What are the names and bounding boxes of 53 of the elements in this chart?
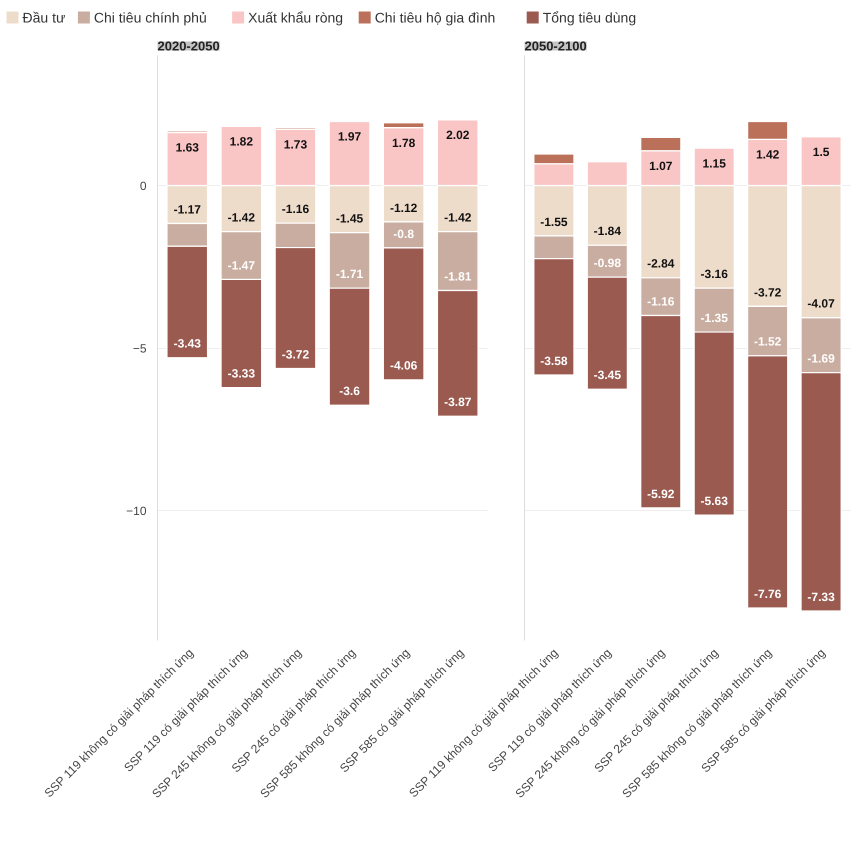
data-label: 1.97 (338, 130, 362, 144)
data-label: -3.6 (339, 384, 360, 398)
data-label: -1.12 (390, 200, 418, 215)
data-label: -1.69 (807, 352, 836, 366)
data-label: -1.71 (336, 267, 364, 282)
y-tick-label: −10 (126, 504, 147, 518)
legend-label: Chi tiêu hộ gia đình (374, 10, 496, 26)
data-label: -1.17 (174, 202, 202, 216)
data-label: -1.35 (700, 310, 728, 325)
data-label: -1.42 (444, 210, 472, 225)
data-label: -3.72 (754, 285, 782, 300)
data-label: -3.45 (594, 368, 622, 382)
data-label: 1.63 (176, 140, 200, 155)
data-label: -2.84 (647, 256, 675, 271)
data-label: -3.87 (444, 395, 472, 410)
data-label: -0.98 (594, 256, 622, 270)
data-label: -1.16 (282, 202, 310, 216)
data-label: -3.33 (228, 366, 256, 381)
data-label: -3.43 (174, 336, 202, 351)
data-label: 1.07 (649, 158, 673, 173)
legend-label: Đầu tư (22, 10, 66, 26)
data-label: -1.55 (540, 214, 568, 229)
data-label: -7.76 (754, 586, 782, 601)
chart-title: 2020-2050 (158, 38, 220, 54)
data-label: -1.42 (228, 210, 256, 225)
data-label: -1.45 (336, 212, 364, 226)
data-label: -1.16 (647, 294, 675, 308)
data-label: 1.82 (230, 134, 254, 148)
data-label: 2.02 (446, 128, 470, 142)
chart-title: 2050-2100 (524, 38, 587, 54)
data-label: -5.63 (700, 494, 728, 508)
data-label: -3.16 (700, 267, 728, 282)
data-label: -4.07 (807, 296, 836, 311)
legend-label: Xuất khẩu ròng (248, 10, 344, 26)
y-tick-label: 0 (140, 179, 147, 193)
data-label: 1.78 (392, 136, 416, 150)
data-label: 1.42 (756, 147, 780, 162)
data-label: -3.58 (540, 354, 568, 368)
data-label: -1.47 (228, 258, 256, 272)
data-label: 1.15 (702, 156, 726, 170)
data-label: -1.52 (754, 334, 782, 349)
data-label: -0.8 (393, 226, 414, 241)
data-label: -1.84 (594, 224, 622, 238)
data-label: 1.73 (284, 137, 308, 152)
data-label: -4.06 (390, 358, 418, 373)
data-label: -5.92 (647, 486, 675, 501)
data-label: -1.81 (444, 269, 472, 284)
data-label: 1.5 (812, 144, 830, 159)
legend-label: Tổng tiêu dùng (542, 10, 636, 26)
y-tick-label: −5 (132, 342, 147, 356)
data-label: -7.33 (807, 590, 836, 604)
legend-label: Chi tiêu chính phủ (94, 10, 207, 26)
data-label: -3.72 (282, 347, 310, 362)
